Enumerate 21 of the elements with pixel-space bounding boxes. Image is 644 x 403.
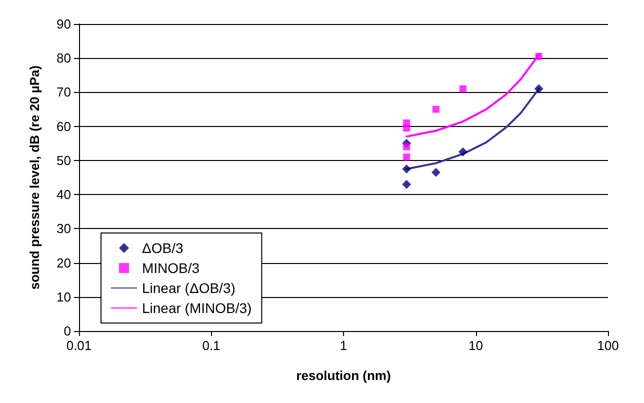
x-tick-label: 0.01 — [66, 338, 92, 353]
y-tick-label: 90 — [56, 16, 71, 32]
y-tick-label: 60 — [56, 118, 71, 134]
x-tick-label: 100 — [597, 338, 619, 353]
y-tick-label: 10 — [56, 289, 71, 304]
y-tick-label: 50 — [56, 152, 71, 168]
y-tick-label: 20 — [56, 255, 71, 270]
legend-label: Linear (ΔOB/3) — [142, 280, 236, 296]
y-tick-label: 30 — [56, 221, 71, 236]
x-tick-label: 10 — [468, 338, 483, 353]
y-tick-label: 80 — [56, 50, 71, 66]
x-axis-title: resolution (nm) — [296, 368, 391, 383]
x-tick-label: 1 — [340, 338, 348, 353]
x-tick-label: 0.1 — [202, 338, 220, 353]
legend-label: MINOB/3 — [142, 260, 200, 276]
y-tick-label: 70 — [56, 84, 71, 100]
y-tick-label: 40 — [56, 187, 71, 202]
y-axis-title: sound pressure level, dB (re 20 µPa) — [27, 65, 42, 290]
y-tick-label: 0 — [64, 324, 71, 338]
legend-label: Linear (MINOB/3) — [142, 300, 252, 316]
legend-label: ΔOB/3 — [142, 240, 184, 256]
